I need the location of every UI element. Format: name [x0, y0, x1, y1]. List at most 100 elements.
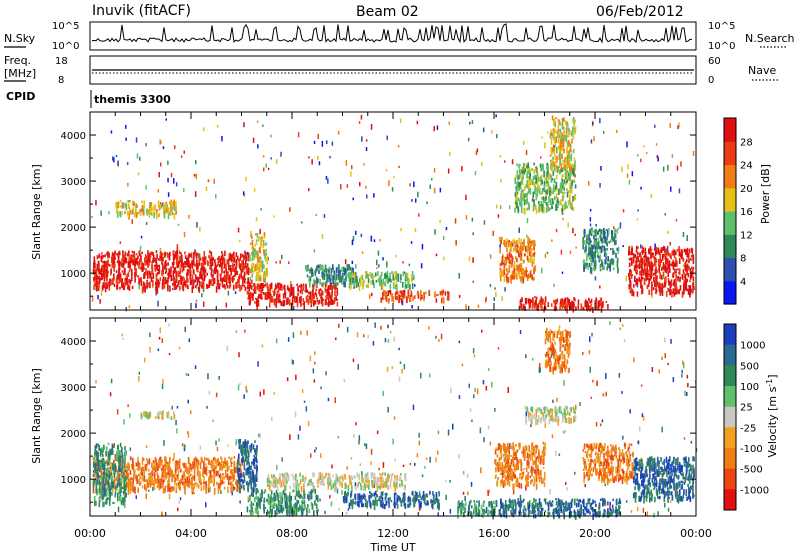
- range-cell: [231, 485, 233, 492]
- range-cell: [674, 290, 676, 292]
- range-cell: [112, 256, 114, 258]
- range-cell: [651, 289, 653, 296]
- range-cell: [247, 286, 249, 289]
- range-cell: [509, 265, 511, 268]
- range-cell: [147, 480, 149, 487]
- range-cell: [213, 271, 215, 274]
- range-cell: [389, 278, 391, 282]
- scatter-cell: [193, 492, 195, 494]
- range-cell: [599, 255, 601, 261]
- range-cell: [569, 194, 571, 201]
- range-cell: [213, 469, 215, 471]
- scatter-cell: [591, 139, 593, 143]
- scatter-cell: [293, 332, 295, 338]
- range-cell: [296, 284, 298, 286]
- range-cell: [206, 488, 208, 494]
- scatter-cell: [664, 338, 666, 343]
- scatter-cell: [449, 152, 451, 156]
- range-cell: [212, 261, 214, 266]
- range-cell: [196, 483, 198, 487]
- range-cell: [234, 473, 236, 480]
- scatter-cell: [144, 358, 146, 363]
- scatter-cell: [409, 183, 411, 186]
- scatter-cell: [172, 288, 174, 290]
- range-cell: [123, 259, 125, 263]
- range-cell: [352, 273, 354, 278]
- range-cell: [521, 205, 523, 207]
- range-cell: [692, 282, 694, 287]
- range-cell: [521, 276, 523, 280]
- range-cell: [130, 456, 132, 460]
- range-cell: [275, 284, 277, 287]
- scatter-cell: [599, 183, 601, 188]
- range-cell: [687, 264, 689, 267]
- range-cell: [223, 482, 225, 484]
- scatter-cell: [359, 182, 361, 186]
- scatter-cell: [641, 385, 643, 387]
- range-cell: [170, 213, 172, 216]
- range-cell: [158, 460, 160, 464]
- scatter-cell: [417, 453, 419, 457]
- scatter-cell: [206, 186, 208, 191]
- scatter-cell: [620, 222, 622, 228]
- range-cell: [193, 258, 195, 265]
- range-cell: [604, 238, 606, 244]
- scatter-cell: [602, 420, 604, 423]
- scatter-cell: [590, 209, 592, 211]
- scatter-cell: [300, 331, 302, 335]
- scatter-cell: [574, 234, 576, 236]
- scatter-cell: [575, 405, 577, 410]
- colorbar-tick-label: 20: [740, 184, 753, 195]
- range-cell: [97, 276, 99, 279]
- range-cell: [226, 283, 228, 286]
- range-cell: [560, 142, 562, 147]
- range-cell: [234, 463, 236, 467]
- scatter-cell: [177, 406, 179, 409]
- range-cell: [183, 471, 185, 474]
- scatter-cell: [358, 440, 360, 444]
- range-cell: [94, 263, 96, 269]
- range-cell: [530, 188, 532, 195]
- scatter-cell: [686, 392, 688, 396]
- range-cell: [175, 207, 177, 209]
- range-cell: [291, 288, 293, 295]
- range-cell: [166, 464, 168, 469]
- range-cell: [556, 206, 558, 211]
- range-cell: [163, 469, 165, 475]
- range-cell: [648, 251, 650, 255]
- range-cell: [112, 278, 114, 281]
- scatter-cell: [246, 386, 248, 391]
- scatter-cell: [351, 457, 353, 459]
- scatter-cell: [266, 164, 268, 168]
- range-cell: [585, 301, 587, 303]
- range-cell: [258, 289, 260, 292]
- range-cell: [520, 193, 522, 200]
- scatter-cell: [162, 338, 164, 343]
- scatter-cell: [398, 145, 400, 148]
- range-cell: [552, 157, 554, 161]
- range-cell: [407, 281, 409, 286]
- scatter-cell: [471, 420, 473, 422]
- range-cell: [129, 269, 131, 272]
- range-cell: [220, 274, 222, 276]
- scatter-cell: [626, 500, 628, 503]
- range-cell: [122, 263, 124, 267]
- range-cell: [142, 461, 144, 465]
- scatter-cell: [331, 465, 333, 469]
- range-cell: [417, 292, 419, 296]
- scatter-cell: [687, 235, 689, 241]
- range-cell: [349, 267, 351, 271]
- range-cell: [528, 189, 530, 192]
- range-cell: [127, 467, 129, 471]
- range-cell: [521, 297, 523, 300]
- range-cell: [544, 185, 546, 191]
- range-cell: [573, 135, 575, 139]
- range-cell: [193, 269, 195, 274]
- range-cell: [448, 297, 450, 301]
- range-cell: [328, 285, 330, 289]
- scatter-cell: [203, 127, 205, 131]
- range-cell: [145, 262, 147, 266]
- range-cell: [279, 300, 281, 302]
- range-cell: [177, 271, 179, 277]
- range-cell: [233, 285, 235, 291]
